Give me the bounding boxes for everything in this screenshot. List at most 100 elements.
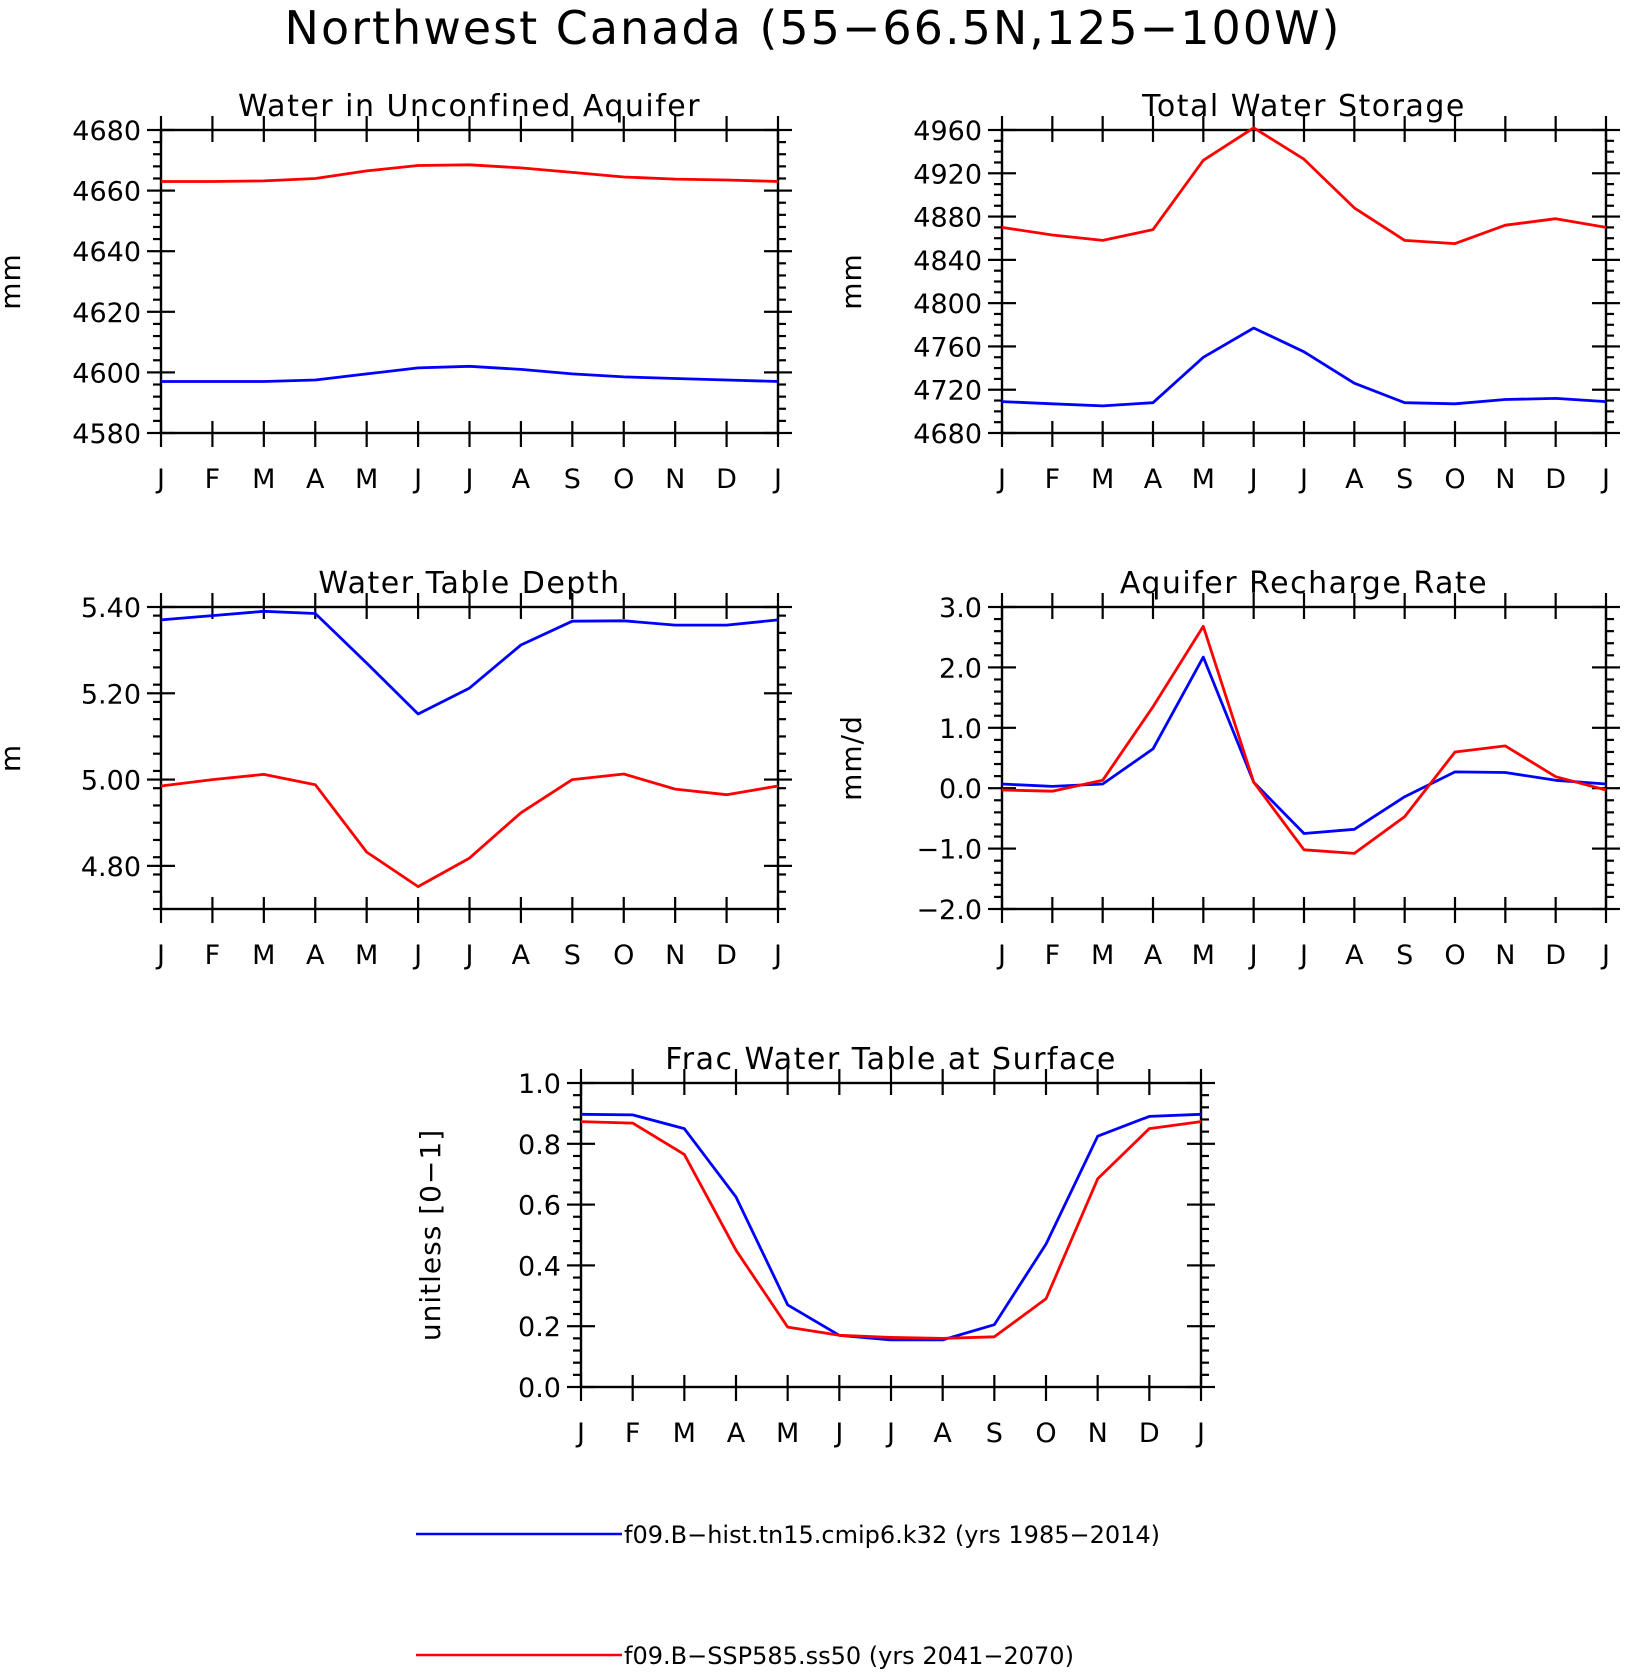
series-line-hist — [1001, 655, 1607, 835]
x-tick-label: J — [885, 1418, 895, 1449]
y-tick-label: 0.0 — [939, 774, 982, 805]
x-tick-label: A — [306, 940, 325, 971]
y-tick-label: 0.4 — [518, 1251, 561, 1282]
x-tick-label: J — [412, 940, 422, 971]
y-tick-label: 5.00 — [81, 766, 141, 797]
x-tick-label: J — [155, 940, 165, 971]
panel-aquifer-recharge-rate: Aquifer Recharge Ratemm/d−2.0−1.00.01.02… — [835, 566, 1620, 971]
panel-water-in-unconfined-aquifer: Water in Unconfined Aquifermm45804600462… — [0, 89, 792, 495]
legend-label-hist: f09.B−hist.tn15.cmip6.k32 (yrs 1985−2014… — [624, 1521, 1160, 1549]
series-line-ssp585 — [1001, 624, 1607, 855]
y-tick-label: 0.0 — [518, 1373, 561, 1404]
x-tick-label: J — [1600, 940, 1610, 971]
x-tick-label: N — [1088, 1418, 1108, 1449]
x-tick-label: M — [776, 1418, 799, 1449]
series-line-hist — [161, 364, 779, 383]
x-tick-label: M — [1091, 940, 1114, 971]
y-tick-label: 1.0 — [939, 714, 982, 745]
x-tick-label: J — [772, 464, 782, 495]
x-tick-label: M — [252, 464, 275, 495]
x-tick-label: O — [1035, 1418, 1056, 1449]
y-tick-label: 4680 — [72, 116, 141, 147]
x-tick-label: D — [1545, 940, 1566, 971]
x-tick-label: M — [355, 940, 378, 971]
x-tick-label: A — [512, 940, 531, 971]
series-line-hist — [1001, 326, 1607, 408]
chart-panels: Water in Unconfined Aquifermm45804600462… — [0, 89, 1620, 1449]
y-tick-label: 4640 — [72, 237, 141, 268]
x-tick-label: N — [1495, 464, 1515, 495]
x-tick-label: F — [625, 1418, 641, 1449]
plot-frame — [159, 128, 780, 435]
plot-frame — [159, 605, 780, 911]
y-tick-label: 1.0 — [518, 1069, 561, 1100]
figure-title: Northwest Canada (55−66.5N,125−100W) — [285, 1, 1342, 55]
x-tick-label: A — [727, 1418, 746, 1449]
panel-water-table-depth: Water Table Depthm4.805.005.205.40JFMAMJ… — [0, 566, 792, 971]
y-tick-label: 4800 — [913, 289, 982, 320]
plot-frame — [579, 1081, 1203, 1389]
x-tick-label: J — [1298, 464, 1308, 495]
x-tick-label: J — [155, 464, 165, 495]
y-tick-label: 3.0 — [939, 593, 982, 624]
panel-total-water-storage: Total Water Storage mm 4680 4720 4760 4800 484… — [835, 89, 1620, 495]
legend-label-ssp585: f09.B−SSP585.ss50 (yrs 2041−2070) — [624, 1642, 1074, 1670]
x-tick-label: J — [575, 1418, 585, 1449]
x-tick-label: D — [1139, 1418, 1160, 1449]
x-tick-label: J — [464, 940, 474, 971]
x-tick-label: A — [306, 464, 325, 495]
y-tick-label: 4660 — [72, 177, 141, 208]
x-tick-label: J — [412, 464, 422, 495]
plot-frame — [1000, 605, 1608, 911]
y-tick-label: 4580 — [72, 419, 141, 450]
x-tick-label: A — [1144, 940, 1163, 971]
x-tick-label: J — [1298, 940, 1308, 971]
x-tick-label: M — [252, 940, 275, 971]
x-tick-label: D — [1545, 464, 1566, 495]
x-tick-label: J — [1248, 464, 1258, 495]
series-line-ssp585 — [580, 1120, 1202, 1340]
y-tick-label: 5.40 — [81, 593, 141, 624]
x-tick-label: F — [205, 940, 221, 971]
y-tick-label: 2.0 — [939, 653, 982, 684]
x-tick-label: O — [613, 464, 634, 495]
y-tick-label: 0.6 — [518, 1191, 561, 1222]
x-tick-label: A — [1144, 464, 1163, 495]
y-tick-label: 4920 — [913, 159, 982, 190]
x-tick-label: J — [772, 940, 782, 971]
y-axis-label: mm — [0, 253, 27, 310]
x-tick-label: N — [665, 940, 685, 971]
x-tick-label: S — [564, 464, 581, 495]
x-tick-label: J — [996, 940, 1006, 971]
x-tick-label: M — [1192, 464, 1215, 495]
y-axis-label: mm/d — [835, 715, 868, 801]
legend: f09.B−hist.tn15.cmip6.k32 (yrs 1985−2014… — [416, 1521, 1160, 1670]
x-tick-label: A — [1345, 464, 1364, 495]
y-tick-label: 4.80 — [81, 852, 141, 883]
x-tick-label: M — [1091, 464, 1114, 495]
x-tick-label: M — [355, 464, 378, 495]
y-tick-label: 4620 — [72, 298, 141, 329]
x-tick-label: F — [1045, 940, 1061, 971]
series-line-ssp585 — [1001, 126, 1607, 246]
plot-frame — [1000, 128, 1608, 435]
x-tick-label: O — [613, 940, 634, 971]
x-tick-label: S — [1396, 464, 1413, 495]
panel-title: Total Water Storage — [1141, 89, 1466, 124]
y-tick-label: 4680 — [913, 419, 982, 450]
x-tick-label: N — [665, 464, 685, 495]
y-tick-label: 5.20 — [81, 679, 141, 710]
x-tick-label: A — [512, 464, 531, 495]
x-tick-label: S — [564, 940, 581, 971]
x-tick-label: F — [1045, 464, 1061, 495]
y-axis-label: m — [0, 744, 27, 772]
x-tick-label: A — [933, 1418, 952, 1449]
y-tick-label: 4720 — [913, 376, 982, 407]
x-tick-label: S — [1396, 940, 1413, 971]
x-tick-label: N — [1495, 940, 1515, 971]
series-line-hist — [580, 1112, 1202, 1342]
x-tick-label: A — [1345, 940, 1364, 971]
y-tick-label: 4840 — [913, 246, 982, 277]
